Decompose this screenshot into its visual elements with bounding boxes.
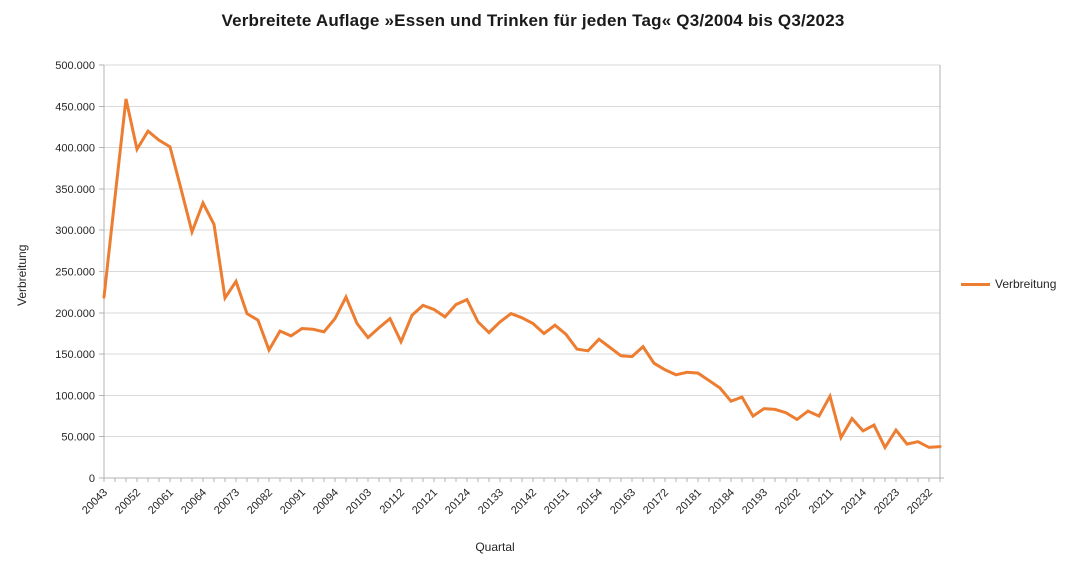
x-tick-label: 20151 bbox=[542, 487, 572, 517]
y-tick-label: 350.000 bbox=[55, 184, 95, 196]
y-tick-label: 250.000 bbox=[55, 267, 95, 279]
x-tick-label: 20211 bbox=[807, 487, 837, 517]
x-tick-label: 20112 bbox=[378, 487, 408, 517]
chart-title: Verbreitete Auflage »Essen und Trinken f… bbox=[221, 11, 845, 30]
y-tick-label: 150.000 bbox=[55, 349, 95, 361]
x-tick-label: 20181 bbox=[674, 487, 704, 517]
x-tick-label: 20052 bbox=[113, 487, 143, 517]
x-tick-label: 20163 bbox=[608, 487, 638, 517]
x-tick-label: 20223 bbox=[872, 487, 902, 517]
x-tick-label: 20103 bbox=[344, 487, 374, 517]
y-tick-label: 0 bbox=[89, 473, 95, 485]
series-line-verbreitung bbox=[102, 98, 942, 451]
x-tick-label: 20124 bbox=[443, 487, 473, 517]
x-tick-label: 20082 bbox=[245, 487, 275, 517]
x-tick-label: 20043 bbox=[80, 487, 110, 517]
legend: Verbreitung bbox=[961, 277, 1056, 291]
x-tick-label: 20094 bbox=[311, 487, 341, 517]
x-tick-label: 20232 bbox=[905, 487, 935, 517]
y-tick-label: 450.000 bbox=[55, 101, 95, 113]
x-tick-label: 20193 bbox=[740, 487, 770, 517]
x-tick-label: 20121 bbox=[410, 487, 440, 517]
x-tick-label: 20064 bbox=[179, 487, 209, 517]
legend-line-sample bbox=[961, 282, 990, 286]
x-tick-label: 20172 bbox=[641, 487, 671, 517]
x-tick-label: 20133 bbox=[476, 487, 506, 517]
x-axis-title: Quartal bbox=[475, 540, 515, 554]
x-tick-label: 20202 bbox=[773, 487, 803, 517]
x-tick-label: 20061 bbox=[146, 487, 176, 517]
y-tick-label: 50.000 bbox=[61, 432, 95, 444]
legend-label: Verbreitung bbox=[995, 277, 1057, 291]
y-tick-label: 300.000 bbox=[55, 225, 95, 237]
x-tick-label: 20154 bbox=[575, 487, 605, 517]
x-tick-label: 20214 bbox=[839, 487, 869, 517]
x-tick-label: 20073 bbox=[212, 487, 242, 517]
y-axis-title: Verbreitung bbox=[15, 244, 29, 306]
x-tick-label: 20142 bbox=[509, 487, 539, 517]
y-tick-label: 200.000 bbox=[55, 308, 95, 320]
y-tick-label: 500.000 bbox=[55, 60, 95, 72]
x-tick-label: 20091 bbox=[278, 487, 308, 517]
y-tick-label: 100.000 bbox=[55, 390, 95, 402]
y-tick-label: 400.000 bbox=[55, 143, 95, 155]
x-tick-label: 20184 bbox=[707, 487, 737, 517]
